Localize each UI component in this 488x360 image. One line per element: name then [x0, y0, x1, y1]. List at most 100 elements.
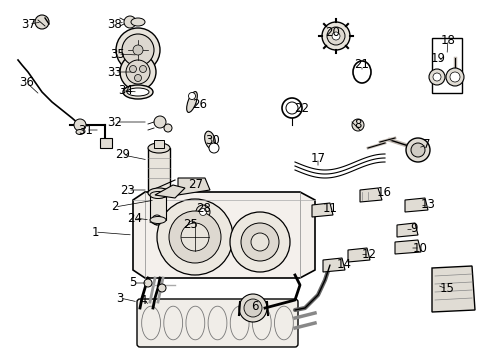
Text: 10: 10 [412, 242, 427, 255]
Text: 1: 1 [91, 225, 99, 238]
Text: 5: 5 [129, 276, 137, 289]
Circle shape [405, 138, 429, 162]
Circle shape [199, 208, 206, 216]
Text: 31: 31 [79, 123, 93, 136]
Bar [154, 140, 163, 148]
Polygon shape [359, 188, 381, 202]
Circle shape [229, 212, 289, 272]
FancyBboxPatch shape [137, 299, 297, 347]
Text: 32: 32 [107, 116, 122, 129]
Text: 28: 28 [196, 202, 211, 215]
Text: 30: 30 [205, 135, 220, 148]
Text: 17: 17 [310, 152, 325, 165]
Circle shape [244, 299, 262, 317]
Circle shape [410, 143, 424, 157]
Text: 26: 26 [192, 98, 207, 111]
Circle shape [208, 143, 219, 153]
Circle shape [449, 72, 459, 82]
Circle shape [152, 215, 162, 225]
Text: 19: 19 [429, 51, 445, 64]
Circle shape [157, 199, 232, 275]
Ellipse shape [148, 143, 170, 153]
Text: 24: 24 [127, 211, 142, 225]
Circle shape [432, 73, 440, 81]
Text: 2: 2 [111, 201, 119, 213]
Bar [100, 138, 112, 148]
Circle shape [35, 15, 49, 29]
Circle shape [126, 60, 150, 84]
Text: 3: 3 [116, 292, 123, 305]
Circle shape [241, 223, 279, 261]
Text: 18: 18 [440, 33, 454, 46]
Polygon shape [323, 258, 345, 272]
Text: 9: 9 [409, 222, 417, 235]
Polygon shape [394, 240, 420, 254]
Circle shape [154, 116, 165, 128]
Ellipse shape [186, 91, 197, 112]
Bar [431, 38, 461, 93]
Circle shape [163, 124, 172, 132]
Polygon shape [347, 248, 369, 262]
Ellipse shape [150, 216, 165, 224]
Ellipse shape [204, 131, 215, 149]
Circle shape [143, 279, 152, 287]
Polygon shape [178, 178, 209, 195]
Text: 15: 15 [439, 283, 453, 296]
Circle shape [120, 54, 156, 90]
Text: 12: 12 [361, 248, 376, 261]
Circle shape [331, 32, 339, 40]
Text: 22: 22 [294, 103, 309, 116]
Circle shape [351, 119, 363, 131]
Circle shape [74, 119, 86, 131]
Text: 7: 7 [423, 139, 430, 152]
Text: 29: 29 [115, 148, 130, 162]
Circle shape [181, 223, 208, 251]
Text: 13: 13 [420, 198, 434, 211]
Circle shape [187, 221, 196, 229]
Circle shape [134, 75, 141, 81]
Bar [150, 195, 165, 220]
Circle shape [239, 294, 266, 322]
Text: 16: 16 [376, 186, 391, 199]
Text: 21: 21 [354, 58, 369, 72]
Text: 14: 14 [336, 257, 351, 270]
Circle shape [122, 34, 154, 66]
Bar [148, 148, 170, 193]
Ellipse shape [127, 88, 149, 96]
Circle shape [326, 27, 345, 45]
Polygon shape [155, 185, 184, 198]
Circle shape [183, 217, 200, 233]
Text: 37: 37 [21, 18, 37, 31]
Circle shape [139, 66, 146, 72]
Text: 6: 6 [251, 301, 258, 314]
Ellipse shape [76, 130, 84, 135]
Ellipse shape [123, 85, 153, 99]
Circle shape [158, 284, 165, 292]
Ellipse shape [148, 188, 170, 198]
Circle shape [129, 66, 136, 72]
Circle shape [321, 22, 349, 50]
Polygon shape [133, 192, 314, 278]
Polygon shape [311, 203, 332, 217]
Polygon shape [396, 223, 417, 237]
Text: 20: 20 [325, 27, 340, 40]
Circle shape [188, 93, 195, 99]
Text: 34: 34 [118, 85, 133, 98]
Circle shape [196, 205, 209, 219]
Circle shape [250, 233, 268, 251]
Text: 38: 38 [107, 18, 122, 31]
Text: 8: 8 [354, 117, 361, 130]
Text: 25: 25 [183, 219, 198, 231]
Circle shape [428, 69, 444, 85]
Circle shape [169, 211, 221, 263]
Polygon shape [431, 266, 474, 312]
Ellipse shape [131, 18, 145, 26]
Text: 23: 23 [121, 184, 135, 197]
Text: 33: 33 [107, 66, 122, 78]
Ellipse shape [150, 192, 165, 198]
Text: 4: 4 [139, 293, 146, 306]
Text: 36: 36 [20, 77, 34, 90]
Circle shape [445, 68, 463, 86]
Circle shape [133, 45, 142, 55]
Text: 35: 35 [110, 48, 125, 60]
